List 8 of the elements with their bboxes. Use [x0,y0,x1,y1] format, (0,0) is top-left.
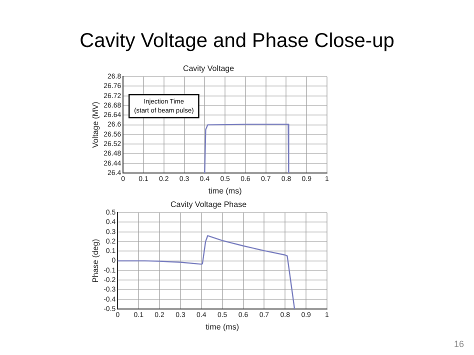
x-axis-title: time (ms) [206,322,240,332]
text: Cavity Voltage and Phase Close-up [78,30,396,53]
chart-title: Cavity Voltage [182,64,235,74]
x-axis-title: time (ms) [208,186,242,196]
chart-title: Cavity Voltage Phase [170,200,248,210]
y-axis-title: Voltage (MV) [91,101,100,148]
text: 16 [454,339,464,349]
y-axis-title: Phase (deg) [91,238,100,283]
